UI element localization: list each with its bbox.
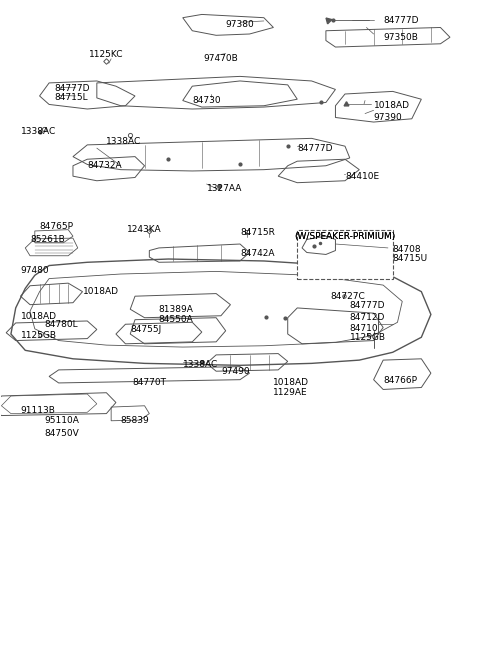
Text: 95110A: 95110A	[44, 416, 79, 424]
Bar	[297, 230, 393, 278]
Text: 84710: 84710	[350, 324, 378, 333]
Text: 1125KC: 1125KC	[89, 50, 124, 60]
Text: 84708: 84708	[393, 245, 421, 253]
Text: 84780L: 84780L	[44, 320, 78, 329]
Text: 1018AD: 1018AD	[373, 102, 409, 110]
Text: 84770T: 84770T	[132, 379, 167, 388]
Text: 1125GB: 1125GB	[21, 331, 57, 341]
Text: 1338AC: 1338AC	[107, 137, 142, 146]
Text: 84727C: 84727C	[331, 292, 365, 301]
Text: (W/SPEAKER-PRIMIUM): (W/SPEAKER-PRIMIUM)	[294, 232, 396, 240]
Text: 84730: 84730	[192, 96, 221, 105]
Text: 84715R: 84715R	[240, 229, 275, 237]
Text: 84777D: 84777D	[54, 84, 89, 92]
Text: 1129AE: 1129AE	[274, 388, 308, 396]
Text: 84715U: 84715U	[393, 254, 428, 263]
Text: 97350B: 97350B	[383, 33, 418, 42]
Text: 1338AC: 1338AC	[21, 127, 56, 136]
Text: 84777D: 84777D	[383, 16, 419, 26]
Text: 81389A: 81389A	[159, 305, 194, 314]
Text: 85261B: 85261B	[30, 235, 65, 244]
Text: 84715L: 84715L	[54, 93, 87, 102]
Text: 97480: 97480	[21, 266, 49, 274]
Text: 84777D: 84777D	[350, 301, 385, 310]
Text: 84410E: 84410E	[345, 172, 379, 181]
Text: 1125GB: 1125GB	[350, 333, 386, 343]
Text: 1243KA: 1243KA	[127, 225, 162, 234]
Text: 97490: 97490	[221, 367, 250, 377]
Text: (W/SPEAKER-PRIMIUM): (W/SPEAKER-PRIMIUM)	[294, 232, 396, 240]
Text: 84765P: 84765P	[39, 222, 73, 231]
Text: 1018AD: 1018AD	[83, 287, 119, 296]
Text: 84750V: 84750V	[44, 428, 79, 438]
Text: 91113B: 91113B	[21, 406, 55, 415]
Text: 1327AA: 1327AA	[206, 184, 242, 193]
Text: 84732A: 84732A	[87, 161, 122, 170]
Text: 85839: 85839	[120, 416, 149, 424]
Text: 97390: 97390	[373, 113, 402, 122]
Text: 84712D: 84712D	[350, 312, 385, 322]
Text: 1018AD: 1018AD	[21, 312, 57, 321]
Text: 97380: 97380	[226, 20, 254, 29]
Text: 84766P: 84766P	[383, 377, 417, 386]
Text: 97470B: 97470B	[204, 54, 238, 64]
Text: 84550A: 84550A	[159, 314, 193, 324]
Text: 1018AD: 1018AD	[274, 379, 310, 388]
Text: 84755J: 84755J	[130, 325, 161, 334]
Text: 84777D: 84777D	[297, 143, 333, 153]
Text: 1338AC: 1338AC	[183, 360, 218, 369]
Text: 84742A: 84742A	[240, 250, 275, 258]
